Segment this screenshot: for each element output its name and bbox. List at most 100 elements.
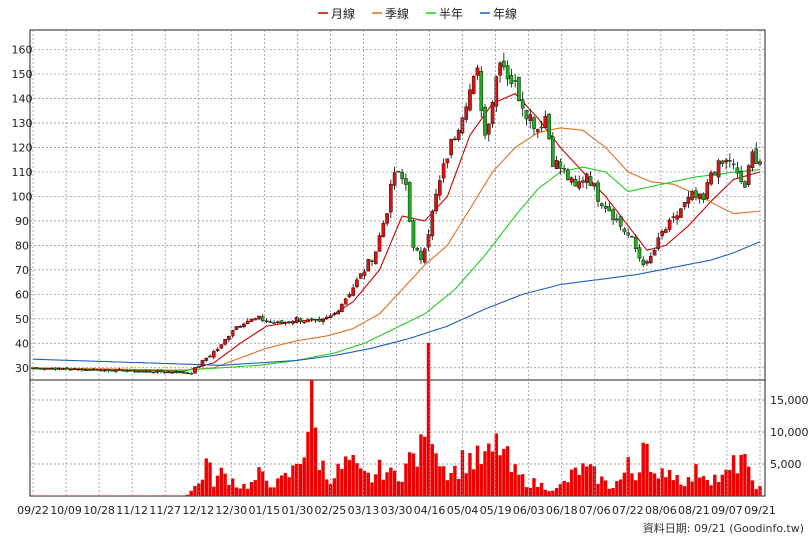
date-tick-5: 12/12 bbox=[182, 504, 214, 517]
volume-bar-57 bbox=[246, 488, 250, 496]
candle-body-104 bbox=[422, 248, 427, 263]
candle-body-89 bbox=[366, 259, 371, 272]
volume-bar-43 bbox=[193, 486, 197, 496]
volume-bar-23 bbox=[117, 495, 122, 496]
volume-bar-126 bbox=[505, 446, 510, 496]
volume-bar-84 bbox=[347, 459, 352, 496]
candle-body-178 bbox=[701, 193, 706, 200]
volume-bar-19 bbox=[102, 495, 107, 496]
date-tick-8: 01/30 bbox=[282, 504, 314, 517]
volume-bar-90 bbox=[370, 482, 374, 496]
candle-body-119 bbox=[479, 71, 484, 111]
volume-bar-76 bbox=[317, 470, 321, 496]
volume-bar-119 bbox=[479, 464, 483, 496]
date-tick-21: 09/07 bbox=[711, 504, 743, 517]
volume-y-axis: 5,000 10,000 15,000 bbox=[770, 394, 808, 471]
candle-body-97 bbox=[396, 170, 401, 173]
volume-bar-24 bbox=[121, 495, 126, 496]
volume-bar-65 bbox=[276, 478, 280, 496]
legend-label-1: 季線 bbox=[385, 6, 409, 21]
volume-bar-54 bbox=[234, 487, 239, 496]
volume-bar-184 bbox=[724, 469, 728, 496]
volume-bar-48 bbox=[212, 486, 216, 496]
candle-body-13 bbox=[80, 368, 84, 371]
volume-bar-123 bbox=[494, 433, 499, 496]
candle-body-34 bbox=[159, 370, 163, 373]
date-tick-14: 05/19 bbox=[480, 504, 512, 517]
volume-bar-55 bbox=[238, 488, 242, 496]
volume-bar-131 bbox=[524, 487, 529, 496]
candle-body-114 bbox=[460, 117, 465, 134]
volume-bar-160 bbox=[633, 480, 638, 496]
candle-body-43 bbox=[193, 367, 197, 374]
candle-body-137 bbox=[547, 114, 551, 140]
date-tick-1: 10/09 bbox=[50, 504, 82, 517]
candle-body-107 bbox=[434, 193, 438, 212]
volume-bar-116 bbox=[468, 453, 472, 496]
date-tick-3: 11/12 bbox=[116, 504, 148, 517]
date-tick-11: 03/30 bbox=[381, 504, 413, 517]
volume-bar-177 bbox=[698, 477, 702, 496]
candle-body-91 bbox=[373, 251, 378, 264]
candle-body-6 bbox=[53, 367, 58, 370]
volume-bar-162 bbox=[641, 442, 645, 496]
candle-body-147 bbox=[584, 173, 589, 183]
volume-bar-189 bbox=[743, 453, 747, 496]
volume-bar-175 bbox=[690, 481, 694, 496]
candle-body-183 bbox=[720, 160, 725, 165]
price-tick-4: 70 bbox=[15, 264, 29, 277]
candle-body-169 bbox=[667, 219, 672, 230]
volume-bar-53 bbox=[230, 478, 235, 496]
date-tick-0: 09/22 bbox=[17, 504, 49, 517]
candle-body-65 bbox=[276, 321, 280, 323]
volume-bar-152 bbox=[603, 480, 608, 496]
candle-body-30 bbox=[144, 370, 148, 373]
volume-bar-153 bbox=[607, 488, 612, 496]
price-tick-2: 50 bbox=[15, 313, 29, 326]
volume-bar-165 bbox=[652, 473, 657, 496]
candle-body-184 bbox=[724, 159, 728, 163]
candle-body-110 bbox=[445, 158, 450, 164]
candle-body-51 bbox=[223, 339, 227, 345]
candle-body-100 bbox=[407, 182, 412, 222]
candle-body-177 bbox=[697, 193, 702, 200]
candle-body-11 bbox=[72, 368, 77, 370]
volume-bar-58 bbox=[249, 482, 254, 496]
volume-bar-70 bbox=[294, 463, 299, 496]
volume-bar-185 bbox=[728, 469, 732, 496]
candle-body-39 bbox=[178, 371, 182, 374]
candle-body-19 bbox=[102, 369, 107, 372]
date-tick-9: 02/25 bbox=[315, 504, 347, 517]
candle-body-99 bbox=[404, 178, 408, 185]
volume-bar-46 bbox=[204, 458, 208, 496]
candle-body-80 bbox=[332, 313, 337, 315]
volume-bar-117 bbox=[472, 469, 476, 496]
volume-bar-33 bbox=[155, 495, 160, 496]
volume-bar-44 bbox=[197, 483, 201, 496]
volume-bar-38 bbox=[174, 495, 178, 496]
candle-body-144 bbox=[573, 179, 578, 187]
candle-body-4 bbox=[46, 368, 50, 370]
candle-body-54 bbox=[234, 326, 239, 330]
price-tick-13: 160 bbox=[12, 44, 33, 57]
volume-bar-149 bbox=[592, 466, 596, 496]
volume-bar-179 bbox=[705, 480, 709, 496]
candle-body-167 bbox=[660, 231, 664, 237]
price-tick-11: 140 bbox=[12, 93, 33, 106]
price-tick-0: 30 bbox=[15, 362, 29, 375]
candle-body-151 bbox=[599, 203, 604, 206]
volume-bar-64 bbox=[272, 487, 276, 496]
candle-body-78 bbox=[325, 317, 329, 319]
volume-bar-140 bbox=[558, 484, 563, 496]
volume-bar-1 bbox=[35, 495, 39, 496]
volume-bar-139 bbox=[554, 488, 559, 496]
volume-bar-45 bbox=[200, 479, 205, 496]
candle-body-146 bbox=[581, 180, 585, 183]
volume-bar-49 bbox=[215, 475, 220, 496]
volume-bar-142 bbox=[566, 482, 570, 496]
date-x-axis: 09/22 10/09 10/28 11/12 11/27 12/12 12/30 01/15… bbox=[17, 30, 776, 517]
volume-bar-86 bbox=[355, 463, 359, 496]
candle-body-21 bbox=[110, 369, 114, 372]
volume-bar-91 bbox=[374, 474, 378, 496]
candle-body-63 bbox=[268, 321, 273, 323]
